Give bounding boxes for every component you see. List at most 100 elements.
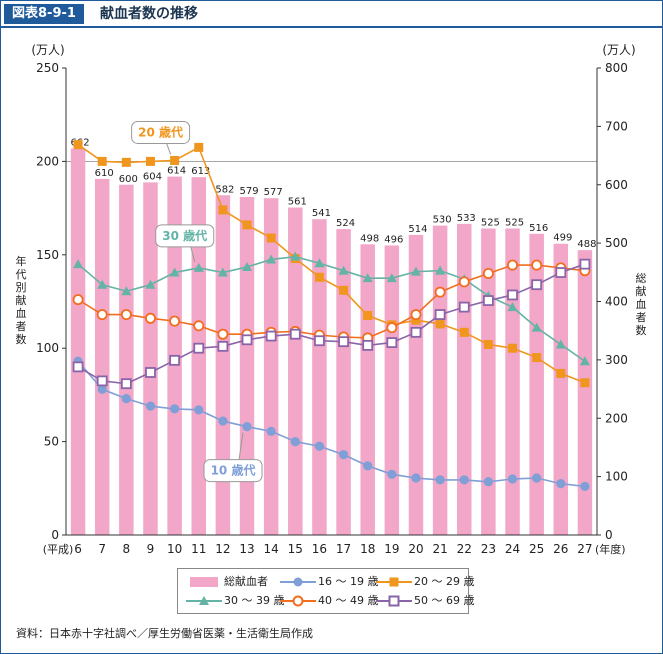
header-rule [0,26,663,28]
point-s50_69-15 [289,328,301,340]
point-s16_19-12 [218,416,228,426]
bar-total-19 [384,245,400,535]
legend-label-40-49: 40 〜 49 歳 [318,594,379,607]
point-s40_49-6 [72,294,84,306]
bar-label-16: 541 [312,208,331,219]
right-tick-label-500: 500 [605,236,628,250]
x-tick-label-22: 22 [457,542,472,556]
bar-label-13: 579 [239,186,258,197]
bar-total-15 [288,207,303,536]
bar-total-25 [529,233,544,535]
annotation-label-s30_39: 30 歳代 [162,228,207,243]
x-tick-label-11: 11 [191,542,206,556]
legend-label-total: 総献血者 [224,575,268,588]
point-s50_69-21 [434,309,446,320]
right-axis-title-char: 数 [636,324,647,337]
bar-label-27: 488 [577,239,596,250]
point-s20_29-18 [363,311,373,321]
point-s30_39-27 [579,356,590,366]
annotation-box-s16_19 [203,459,263,483]
point-s50_69-10 [169,354,181,366]
right-tick-label-300: 300 [605,353,628,367]
point-s50_69-11 [193,342,205,354]
point-s50_69-26 [555,267,567,278]
x-tick-label-17: 17 [336,542,351,556]
point-s40_49-11 [193,320,205,332]
point-s16_19-23 [483,477,493,487]
right-tick-label-600: 600 [605,178,628,192]
right-tick-label-0: 0 [605,528,613,542]
series-line-s30_39 [77,255,586,362]
point-s20_29-13 [242,220,252,230]
bar-total-11 [191,177,206,535]
point-s20_29-27 [580,378,590,388]
bar-label-23: 525 [481,218,500,229]
annotation-box-s20_29 [131,120,191,144]
series-line-s40_49 [77,264,586,339]
point-s40_49-21 [434,286,446,298]
source-note: 資料：日本赤十字社調べ／厚生労働省医薬・生活衛生局作成 [16,627,313,640]
bar-total-8 [119,184,134,535]
x-tick-label-24: 24 [505,542,520,556]
left-tick-label-100: 100 [36,341,59,355]
x-tick-label-16: 16 [312,542,327,556]
point-s16_19-21 [435,475,445,485]
point-s16_19-11 [194,405,204,415]
left-axis-title-char: 献 [16,293,27,307]
point-s20_29-6 [73,140,83,150]
figure-header: 図表8-9-1 献血者数の推移 [0,0,663,28]
point-s40_49-9 [144,312,156,324]
x-axis-prefix: (平成) [43,543,74,556]
x-tick-label-23: 23 [481,542,496,556]
point-s30_39-16 [314,258,325,268]
point-s50_69-13 [241,334,253,346]
point-s50_69-25 [531,279,543,291]
left-tick-label-200: 200 [36,154,59,168]
point-s50_69-22 [458,301,470,313]
blood-donor-chart: 6626106006046146135825795775615415244984… [16,43,647,556]
bar-label-19: 496 [384,234,403,245]
point-s16_19-9 [145,401,156,411]
point-s16_19-14 [266,426,276,436]
bar-label-17: 524 [336,218,355,229]
figure-title: 献血者数の推移 [100,6,198,22]
point-s40_49-24 [507,259,519,271]
legend-label-30-39: 30 〜 39 歳 [224,594,285,607]
bar-total-20 [408,234,424,535]
point-s30_39-20 [410,266,421,276]
point-s16_19-26 [556,479,566,489]
point-s30_39-7 [97,279,108,289]
legend-label-20-29: 20 〜 29 歳 [414,575,475,588]
left-tick-label-150: 150 [36,248,59,262]
x-tick-label-26: 26 [553,542,568,556]
legend-item-50-69: 50 〜 69 歳 [374,593,474,609]
bar-total-22 [457,223,472,535]
point-s30_39-14 [266,254,277,264]
left-tick-label-0: 0 [51,528,59,542]
bar-total-6 [70,148,86,535]
legend-item-40-49: 40 〜 49 歳 [278,593,378,609]
left-axis-title-char: 別 [16,281,27,294]
point-s40_49-12 [217,328,229,340]
bar-series-total [70,148,593,536]
point-s16_19-8 [121,394,131,404]
left-axis-title-char: 年 [16,254,27,268]
point-s50_69-12 [217,340,229,352]
point-s30_39-12 [217,267,228,277]
point-s20_29-17 [339,285,349,295]
x-tick-label-19: 19 [384,542,399,556]
annotation-box-s30_39 [155,224,215,248]
x-axis-suffix: (年度) [595,542,626,556]
line-series [72,140,591,492]
right-tick-label-700: 700 [605,119,628,133]
x-tick-label-10: 10 [167,542,182,556]
annotation-s20_29: 20 歳代 [131,120,191,155]
left-axis-title-char: 血 [16,306,27,320]
point-s40_49-20 [410,309,422,321]
bar-total-24 [505,228,520,535]
bar-total-12 [215,195,231,535]
right-axis-title-char: 献 [636,284,647,298]
point-s16_19-25 [532,473,542,483]
point-s30_39-6 [73,259,84,269]
left-axis-unit: (万人) [31,43,64,57]
